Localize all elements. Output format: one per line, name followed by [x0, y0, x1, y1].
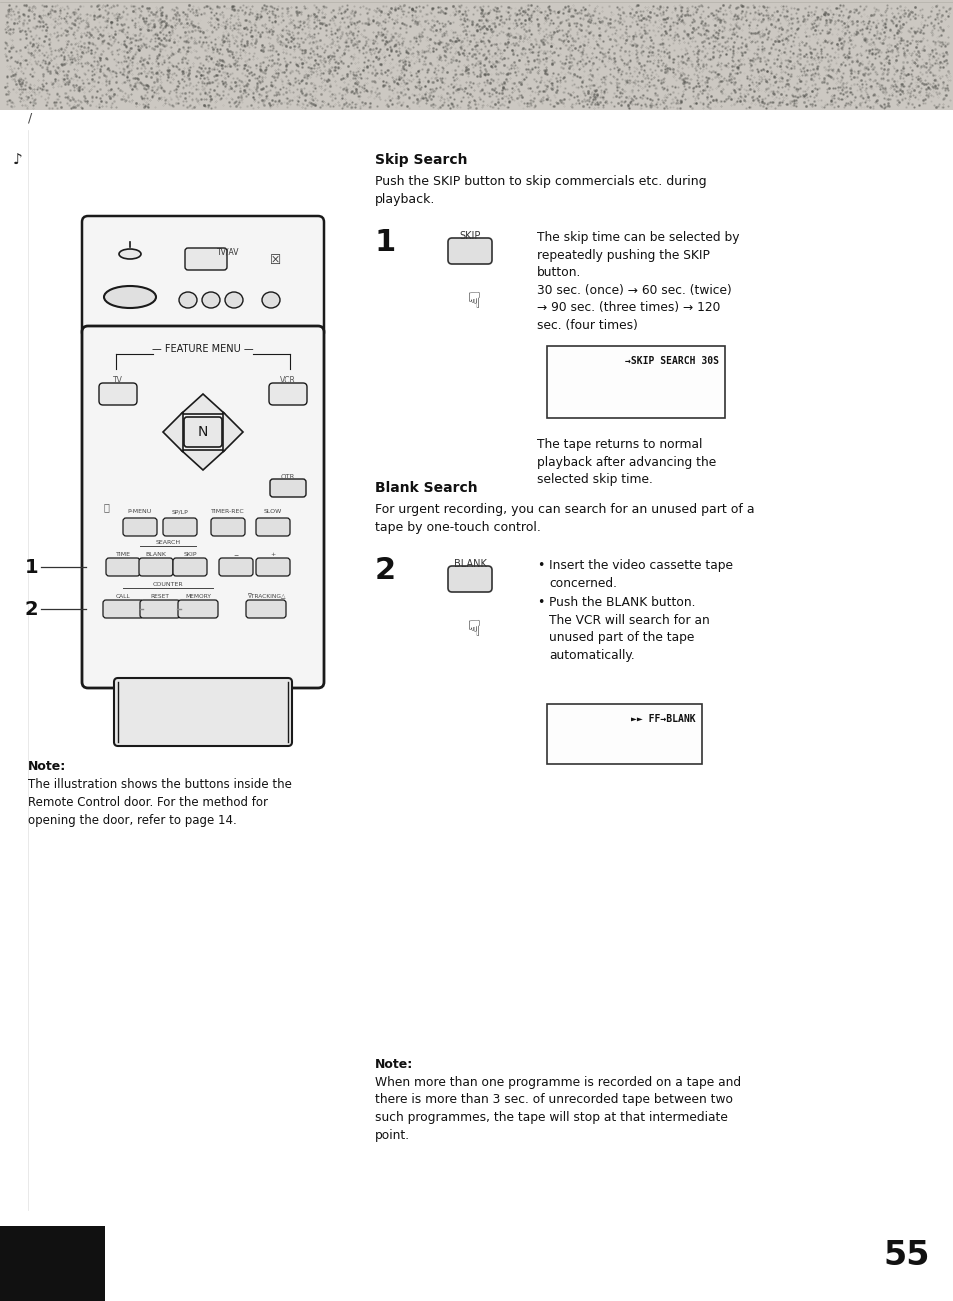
FancyBboxPatch shape: [82, 216, 324, 338]
FancyBboxPatch shape: [184, 418, 222, 448]
Text: SP/LP: SP/LP: [172, 509, 188, 514]
Text: 1: 1: [25, 558, 38, 576]
Polygon shape: [163, 412, 183, 451]
Text: Note:: Note:: [375, 1058, 413, 1071]
Text: 55: 55: [882, 1239, 929, 1272]
Text: ☒: ☒: [270, 254, 281, 267]
FancyBboxPatch shape: [269, 382, 307, 405]
Text: BLANK: BLANK: [146, 552, 167, 557]
Text: Skip Search: Skip Search: [375, 154, 467, 167]
Text: 2: 2: [375, 556, 395, 585]
Ellipse shape: [179, 291, 196, 308]
FancyBboxPatch shape: [123, 518, 157, 536]
FancyBboxPatch shape: [140, 600, 180, 618]
FancyBboxPatch shape: [255, 558, 290, 576]
Ellipse shape: [119, 248, 141, 259]
FancyBboxPatch shape: [163, 518, 196, 536]
Ellipse shape: [202, 291, 220, 308]
Bar: [546, 346, 724, 418]
Text: /: /: [28, 112, 32, 125]
Ellipse shape: [225, 291, 243, 308]
Text: OTR: OTR: [280, 474, 294, 480]
Text: Push the BLANK button.
The VCR will search for an
unused part of the tape
automa: Push the BLANK button. The VCR will sear…: [548, 596, 709, 661]
Text: 1: 1: [375, 228, 395, 258]
Text: 2: 2: [25, 600, 38, 618]
FancyBboxPatch shape: [103, 600, 143, 618]
FancyBboxPatch shape: [178, 600, 218, 618]
Text: SKIP: SKIP: [183, 552, 196, 557]
Bar: [0, 0, 953, 111]
Text: Push the SKIP button to skip commercials etc. during
playback.: Push the SKIP button to skip commercials…: [375, 176, 706, 206]
Text: SLOW: SLOW: [264, 509, 282, 514]
FancyBboxPatch shape: [113, 678, 292, 745]
Text: ⏻: ⏻: [103, 502, 109, 513]
Text: ☞: ☞: [459, 618, 479, 637]
Text: N: N: [197, 425, 208, 438]
Text: −: −: [233, 552, 238, 557]
Text: BLANK: BLANK: [453, 559, 486, 569]
Polygon shape: [181, 450, 225, 470]
Text: When more than one programme is recorded on a tape and
there is more than 3 sec.: When more than one programme is recorded…: [375, 1076, 740, 1141]
Text: SEARCH: SEARCH: [155, 540, 180, 545]
Text: TV: TV: [113, 376, 123, 385]
Text: •: •: [537, 596, 544, 609]
Text: Insert the video cassette tape
concerned.: Insert the video cassette tape concerned…: [548, 559, 732, 589]
Text: TIME: TIME: [115, 552, 131, 557]
Text: ∇TRACKING△: ∇TRACKING△: [247, 593, 285, 598]
Text: MEMORY: MEMORY: [185, 595, 211, 598]
Text: TIMER-REC: TIMER-REC: [211, 509, 245, 514]
Text: The skip time can be selected by
repeatedly pushing the SKIP
button.
30 sec. (on: The skip time can be selected by repeate…: [537, 232, 739, 332]
Ellipse shape: [262, 291, 280, 308]
Bar: [546, 704, 701, 764]
Text: The tape returns to normal
playback after advancing the
selected skip time.: The tape returns to normal playback afte…: [537, 438, 716, 487]
Polygon shape: [223, 412, 243, 451]
Text: VCR: VCR: [280, 376, 295, 385]
Text: ♪: ♪: [13, 152, 23, 168]
FancyBboxPatch shape: [448, 566, 492, 592]
FancyBboxPatch shape: [139, 558, 172, 576]
Text: RESET: RESET: [151, 595, 170, 598]
FancyBboxPatch shape: [255, 518, 290, 536]
FancyBboxPatch shape: [246, 600, 286, 618]
Text: •: •: [537, 559, 544, 572]
Text: →SKIP SEARCH 30S: →SKIP SEARCH 30S: [624, 356, 719, 366]
FancyBboxPatch shape: [185, 248, 227, 271]
Ellipse shape: [104, 286, 156, 308]
Text: COUNTER: COUNTER: [152, 582, 183, 587]
Text: SKIP: SKIP: [458, 232, 480, 241]
FancyBboxPatch shape: [172, 558, 207, 576]
Text: CALL: CALL: [115, 595, 131, 598]
Polygon shape: [181, 394, 225, 414]
Text: ►► FF→BLANK: ►► FF→BLANK: [631, 714, 696, 723]
FancyBboxPatch shape: [211, 518, 245, 536]
Text: The illustration shows the buttons inside the
Remote Control door. For the metho: The illustration shows the buttons insid…: [28, 778, 292, 827]
Text: — FEATURE MENU —: — FEATURE MENU —: [152, 343, 253, 354]
Text: P-MENU: P-MENU: [128, 509, 152, 514]
FancyBboxPatch shape: [270, 479, 306, 497]
Text: ☞: ☞: [459, 290, 479, 310]
Text: TV/AV: TV/AV: [216, 247, 239, 256]
FancyBboxPatch shape: [82, 327, 324, 688]
FancyBboxPatch shape: [99, 382, 137, 405]
Text: For urgent recording, you can search for an unused part of a
tape by one-touch c: For urgent recording, you can search for…: [375, 503, 754, 533]
Bar: [0, 1226, 105, 1301]
Text: +: +: [270, 552, 275, 557]
FancyBboxPatch shape: [219, 558, 253, 576]
Text: Note:: Note:: [28, 760, 66, 773]
FancyBboxPatch shape: [106, 558, 140, 576]
Text: Blank Search: Blank Search: [375, 481, 477, 494]
FancyBboxPatch shape: [448, 238, 492, 264]
